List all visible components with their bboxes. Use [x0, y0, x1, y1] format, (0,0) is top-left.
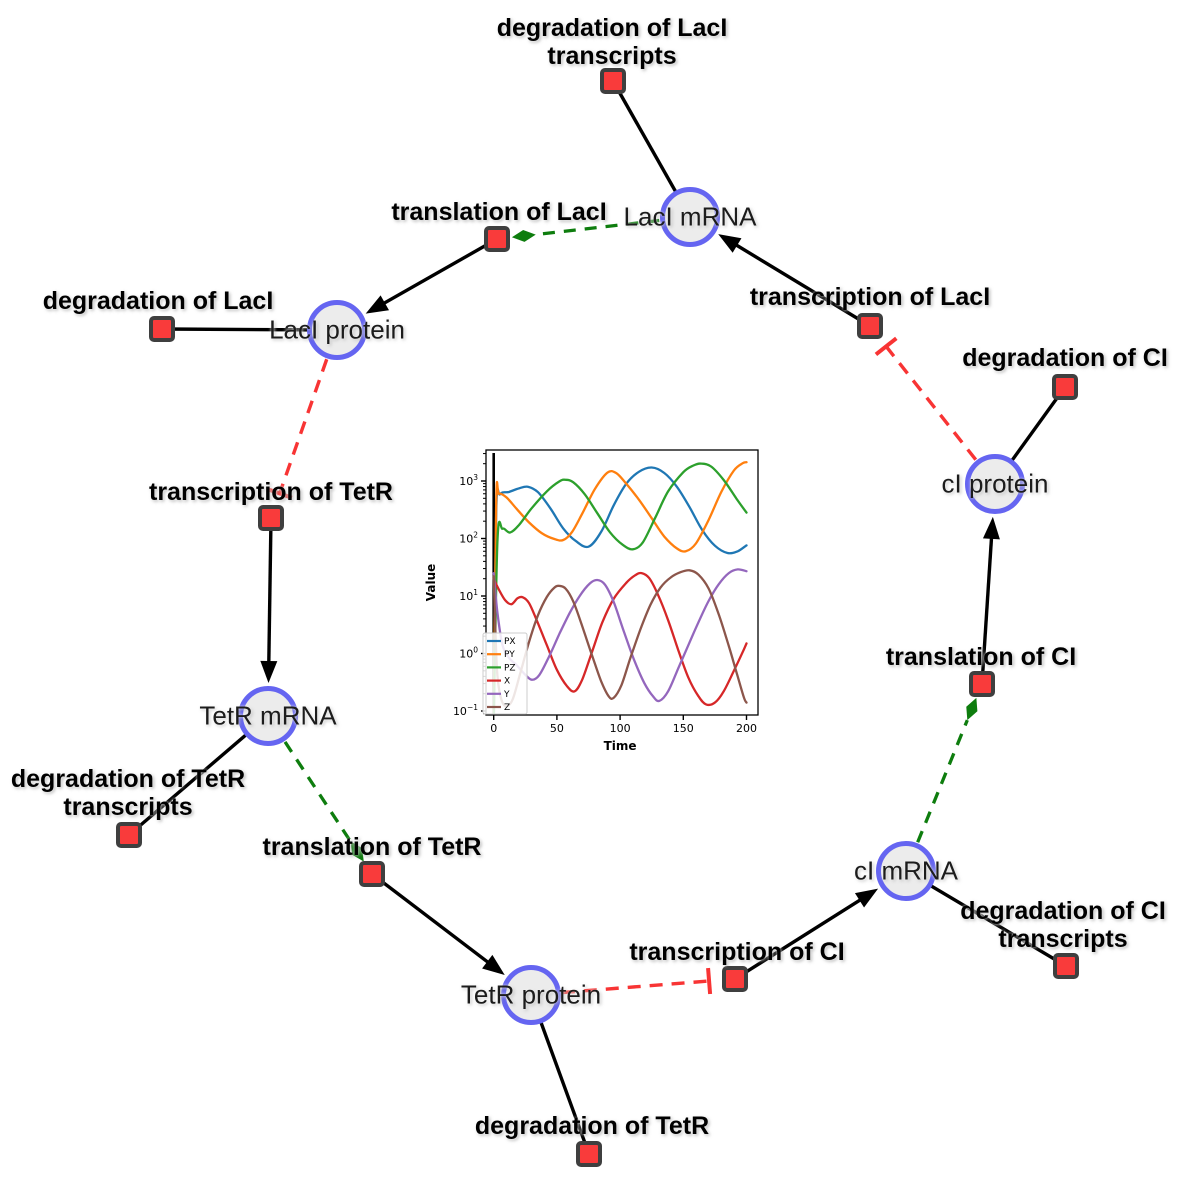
species-label-laci-protein: LacI protein — [269, 314, 405, 345]
x-tick-label: 200 — [736, 722, 757, 735]
y-tick-label: 102 — [459, 531, 478, 546]
y-tick-label: 101 — [459, 588, 478, 603]
species-node-tetr-protein[interactable] — [501, 965, 561, 1025]
x-tick-label: 100 — [610, 722, 631, 735]
edge-production-r-tx-ci-mci — [734, 888, 879, 981]
x-axis-label: Time — [604, 739, 637, 753]
plot-spines — [485, 449, 759, 716]
y-tick-label: 10−1 — [453, 703, 478, 718]
reaction-label-degradation-of-ci: degradation of CI — [962, 344, 1168, 372]
reaction-label-degradation-of-tetr-transcripts: degradation of TetR transcripts — [10, 765, 246, 821]
reaction-node-degradation-of-laci[interactable] — [149, 316, 175, 342]
legend-label-py: PY — [504, 650, 515, 660]
reaction-node-translation-of-laci[interactable] — [484, 226, 510, 252]
edge-inhibition-ptetr-r-tx-ci — [561, 967, 713, 995]
reaction-node-transcription-of-laci[interactable] — [857, 313, 883, 339]
species-label-tetr-mrna: TetR mRNA — [199, 700, 337, 731]
reaction-label-transcription-of-tetr: transcription of TetR — [149, 478, 393, 506]
edge-production-r-tx-laci-mlaci — [718, 234, 871, 328]
reaction-label-degradation-of-tetr: degradation of TetR — [474, 1112, 710, 1140]
legend-label-x: X — [504, 677, 510, 687]
reaction-node-degradation-of-ci[interactable] — [1052, 374, 1078, 400]
species-label-ci-protein: cI protein — [941, 468, 1049, 499]
edge-production-r-transl-tetr-ptetr — [370, 872, 505, 976]
x-tick-label: 150 — [673, 722, 694, 735]
reaction-node-transcription-of-ci[interactable] — [722, 966, 748, 992]
edge-activation-mlaci-r-transl-laci — [511, 218, 660, 242]
legend-label-px: PX — [504, 637, 516, 647]
reaction-label-transcription-of-ci: transcription of CI — [629, 938, 845, 966]
edge-activation-mci-r-transl-ci — [916, 697, 978, 843]
reaction-node-degradation-of-tetr[interactable] — [576, 1141, 602, 1167]
x-tick-label: 50 — [550, 722, 564, 735]
reaction-label-transcription-of-laci: transcription of LacI — [749, 283, 991, 311]
edge-inhibition-placi-r-tx-tetr — [266, 358, 329, 500]
edge-production-r-tx-tetr-mtetr — [260, 517, 278, 684]
reaction-label-translation-of-ci: translation of CI — [885, 643, 1077, 671]
legend-label-y: Y — [503, 690, 510, 700]
y-tick-label: 103 — [459, 473, 478, 488]
reaction-label-degradation-of-ci-transcripts: degradation of CI transcripts — [960, 897, 1166, 953]
species-node-ci-protein[interactable] — [965, 454, 1025, 514]
species-node-ci-mrna[interactable] — [876, 841, 936, 901]
species-label-laci-mrna: LacI mRNA — [623, 201, 757, 232]
y-tick-label: 100 — [459, 646, 478, 661]
reaction-label-degradation-of-laci-transcripts: degradation of LacI transcripts — [496, 14, 728, 70]
y-axis-label: Value — [424, 564, 438, 602]
edge-inhibition-pci-r-tx-laci — [874, 336, 978, 461]
reaction-node-degradation-of-laci-transcripts[interactable] — [600, 68, 626, 94]
reaction-label-translation-of-laci: translation of LacI — [391, 198, 607, 226]
reaction-label-degradation-of-laci: degradation of LacI — [42, 287, 274, 315]
reaction-label-translation-of-tetr: translation of TetR — [262, 833, 482, 861]
edge-production-r-transl-ci-pci — [980, 516, 1000, 685]
species-node-laci-protein[interactable] — [307, 300, 367, 360]
species-node-laci-mrna[interactable] — [660, 187, 720, 247]
reaction-node-translation-of-ci[interactable] — [969, 671, 995, 697]
inset-chart: 10−1 100 101 102 103 0 50 100 150 200 PX PY PZ XYZ Tim… — [424, 449, 759, 753]
edge-consumption-mci-r-deg-mci — [905, 869, 1067, 968]
reaction-node-transcription-of-tetr[interactable] — [258, 505, 284, 531]
legend-label-z: Z — [504, 703, 510, 713]
edge-production-r-transl-laci-placi — [365, 237, 498, 314]
series-line-py — [492, 461, 748, 715]
reaction-node-degradation-of-ci-transcripts[interactable] — [1053, 953, 1079, 979]
chart-legend: PX PY PZ XYZ — [482, 632, 528, 715]
legend-label-pz: PZ — [504, 663, 516, 673]
series-line-pz — [492, 462, 748, 715]
species-label-tetr-protein: TetR protein — [460, 979, 602, 1010]
reaction-node-translation-of-tetr[interactable] — [359, 861, 385, 887]
series-line-x — [492, 571, 748, 707]
reaction-node-degradation-of-tetr-transcripts[interactable] — [116, 822, 142, 848]
edge-activation-mtetr-r-transl-tetr — [283, 740, 364, 862]
species-node-tetr-mrna[interactable] — [238, 686, 298, 746]
species-label-ci-mrna: cI mRNA — [854, 855, 958, 886]
x-tick-label: 0 — [490, 722, 497, 735]
